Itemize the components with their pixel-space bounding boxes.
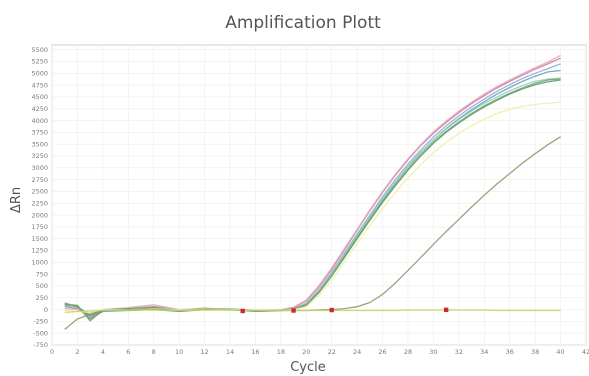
threshold-marker [443, 307, 449, 313]
y-axis-label: ΔRn [9, 187, 24, 213]
y-tick-label: 0 [44, 306, 48, 314]
y-axis: -750 -500 -250 0 250 500 750 1000 1250 1500 1750 20… [31, 46, 48, 349]
x-tick-label: 18 [277, 348, 285, 356]
threshold-markers [240, 307, 449, 314]
threshold-marker [240, 308, 245, 314]
y-tick-label: 500 [36, 282, 48, 290]
y-tick-label: 2500 [31, 188, 48, 196]
x-tick-label: 24 [353, 348, 361, 356]
x-tick-label: 2 [75, 348, 79, 356]
y-tick-label: -750 [33, 341, 48, 349]
y-tick-label: 4750 [31, 81, 48, 89]
grid-lines [51, 45, 587, 346]
x-tick-label: 42 [582, 348, 589, 356]
x-tick-label: 10 [175, 348, 183, 356]
y-tick-label: 5500 [31, 46, 48, 54]
x-tick-label: 16 [251, 348, 259, 356]
y-tick-label: 2250 [31, 199, 48, 207]
y-tick-label: 1000 [31, 259, 48, 267]
x-tick-label: 0 [50, 348, 54, 356]
x-tick-label: 30 [429, 348, 437, 356]
y-tick-label: 1250 [31, 247, 48, 255]
y-tick-label: 4250 [31, 105, 48, 113]
threshold-marker [329, 307, 334, 313]
x-tick-label: 22 [328, 348, 336, 356]
y-tick-label: 2750 [31, 176, 48, 184]
chart-title: Amplification Plott [225, 13, 381, 33]
x-tick-label: 4 [101, 348, 105, 356]
y-tick-label: 2000 [31, 211, 48, 219]
series-lines [64, 54, 561, 330]
threshold-marker [291, 308, 296, 313]
x-tick-label: 12 [200, 348, 208, 356]
y-tick-label: 1750 [31, 223, 48, 231]
x-tick-label: 38 [531, 348, 539, 356]
x-tick-label: 26 [378, 348, 386, 356]
y-tick-label: 4000 [31, 117, 48, 125]
x-tick-label: 8 [152, 348, 156, 356]
x-axis-label: Cycle [290, 360, 326, 375]
x-tick-label: 14 [226, 348, 234, 356]
x-tick-label: 20 [302, 348, 310, 356]
y-tick-label: 5000 [31, 70, 48, 78]
x-tick-label: 34 [480, 348, 488, 356]
y-tick-label: 3000 [31, 164, 48, 172]
y-tick-label: 4500 [31, 93, 48, 101]
y-tick-label: 250 [36, 294, 48, 302]
x-tick-label: 40 [556, 348, 564, 356]
x-tick-label: 32 [455, 348, 463, 356]
x-axis: 0 2 4 6 8 10 12 14 16 18 20 22 24 26 28 30 32 34 36 38 40 42 [50, 348, 589, 356]
x-tick-label: 36 [506, 348, 514, 356]
x-tick-label: 6 [126, 348, 130, 356]
y-tick-label: 3250 [31, 152, 48, 160]
series-line-8 [64, 101, 561, 314]
x-tick-label: 28 [404, 348, 412, 356]
y-tick-label: -250 [33, 318, 48, 326]
y-tick-label: 750 [36, 270, 48, 278]
y-tick-label: 5250 [31, 58, 48, 66]
y-tick-label: -500 [33, 329, 48, 337]
series-line-10 [64, 309, 561, 314]
y-tick-label: 3750 [31, 129, 48, 137]
series-line-2 [64, 54, 561, 315]
y-tick-label: 1500 [31, 235, 48, 243]
y-tick-label: 3500 [31, 140, 48, 148]
